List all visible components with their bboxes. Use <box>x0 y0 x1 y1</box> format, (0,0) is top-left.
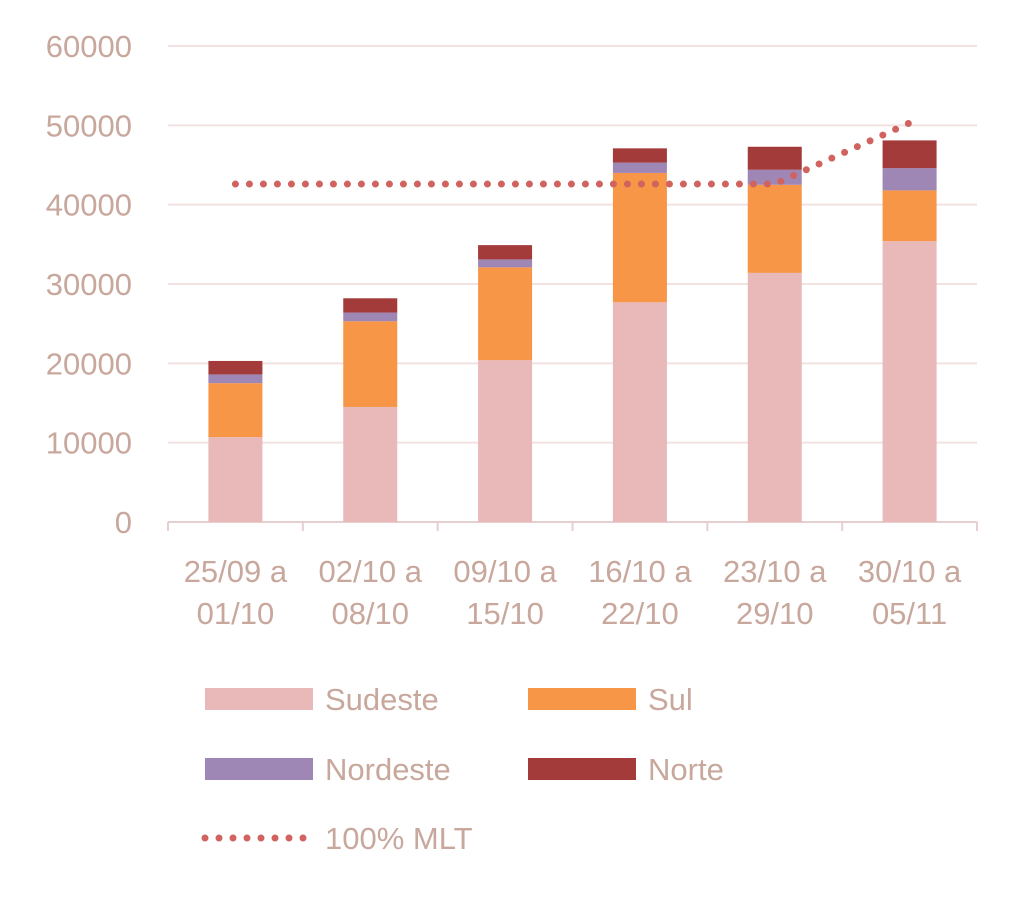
x-tick-label: 16/10 a <box>588 554 692 589</box>
y-tick-label: 0 <box>115 505 132 540</box>
y-tick-label: 50000 <box>46 108 132 143</box>
legend-label: Sudeste <box>325 682 439 717</box>
bar-nordeste <box>747 169 802 185</box>
bar-sudeste <box>478 360 533 522</box>
bar-nordeste <box>612 162 667 173</box>
y-tick-label: 40000 <box>46 188 132 223</box>
bar-sul <box>478 267 533 361</box>
bar-nordeste <box>478 259 533 268</box>
legend-label: Sul <box>648 682 693 717</box>
bar-nordeste <box>882 168 937 191</box>
x-tick-label: 23/10 a <box>723 554 827 589</box>
y-tick-label: 30000 <box>46 267 132 302</box>
legend-swatch-sudeste <box>205 688 313 710</box>
bar-nordeste <box>343 312 398 322</box>
bar-sudeste <box>747 272 802 522</box>
bar-norte <box>208 360 263 375</box>
legend-label: 100% MLT <box>325 821 473 856</box>
x-tick-label: 09/10 a <box>453 554 557 589</box>
bar-norte <box>478 245 533 260</box>
x-tick-label: 08/10 <box>331 596 409 631</box>
bar-norte <box>747 146 802 170</box>
x-tick-label: 01/10 <box>197 596 275 631</box>
x-tick-label: 30/10 a <box>858 554 962 589</box>
bar-sudeste <box>612 302 667 522</box>
bar-sul <box>208 383 263 438</box>
mlt-line <box>231 119 914 188</box>
x-tick-label: 22/10 <box>601 596 679 631</box>
bar-nordeste <box>208 374 263 384</box>
bar-sudeste <box>882 241 937 522</box>
bar-norte <box>612 148 667 163</box>
bar-sudeste <box>208 437 263 522</box>
x-tick-label: 05/11 <box>872 596 947 631</box>
y-tick-label: 20000 <box>46 346 132 381</box>
bar-sul <box>343 321 398 407</box>
bar-sul <box>882 190 937 242</box>
y-tick-label: 10000 <box>46 426 132 461</box>
legend-label: Nordeste <box>325 752 451 787</box>
bar-sudeste <box>343 406 398 522</box>
legend-swatch-sul <box>528 688 636 710</box>
bar-sul <box>747 184 802 273</box>
legend-swatch-nordeste <box>205 758 313 780</box>
bar-norte <box>882 140 937 169</box>
x-tick-label: 02/10 a <box>319 554 423 589</box>
legend-label: Norte <box>648 752 724 787</box>
y-tick-label: 60000 <box>46 29 132 64</box>
x-tick-label: 25/09 a <box>184 554 288 589</box>
bar-sul <box>612 172 667 303</box>
x-tick-label: 29/10 <box>736 596 814 631</box>
x-tick-label: 15/10 <box>466 596 544 631</box>
legend-swatch-norte <box>528 758 636 780</box>
bar-norte <box>343 298 398 313</box>
